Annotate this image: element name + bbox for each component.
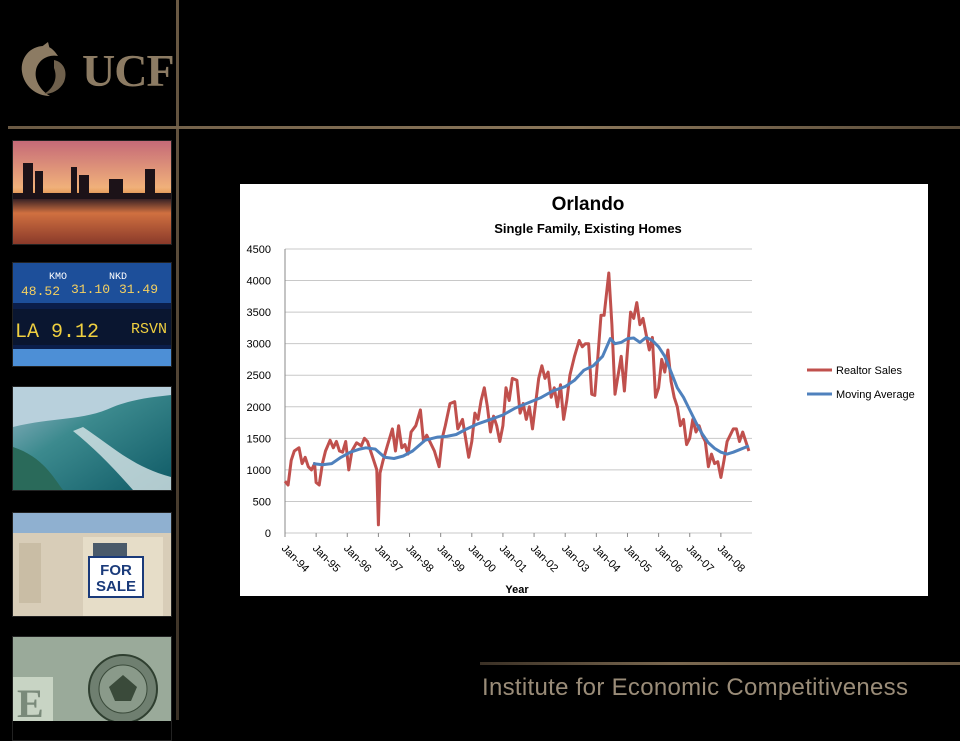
y-tick-label: 500 [253, 496, 271, 508]
x-tick-label: Jan-98 [403, 543, 435, 575]
y-tick-label: 4000 [247, 276, 271, 288]
x-tick-label: Jan-96 [341, 543, 373, 575]
dollar-bill-seal-photo: E [12, 636, 172, 741]
svg-text:NKD: NKD [109, 272, 127, 283]
y-tick-label: 1500 [247, 433, 271, 445]
y-axis-ticks: 0 500 1000 1500 2000 2500 3000 3500 4000 4500 [247, 244, 271, 540]
svg-text:RSVN: RSVN [131, 321, 167, 338]
moving-average-line [312, 335, 750, 467]
pegasus-icon [21, 42, 66, 96]
series-lines [283, 271, 751, 527]
x-tick-label: Jan-00 [466, 543, 498, 575]
x-tick-label: Jan-04 [590, 543, 622, 575]
y-tick-label: 4500 [247, 244, 271, 256]
horizontal-divider [8, 126, 960, 129]
svg-text:SALE: SALE [96, 578, 136, 595]
vertical-divider [176, 0, 179, 720]
x-axis-ticks: Jan-94Jan-95Jan-96Jan-97Jan-98Jan-99Jan-… [279, 533, 747, 575]
for-sale-sign-photo: FOR SALE [12, 512, 172, 617]
y-tick-label: 2000 [247, 402, 271, 414]
chart-subtitle: Single Family, Existing Homes [494, 221, 682, 236]
x-tick-label: Jan-99 [435, 543, 467, 575]
line-chart: Orlando Single Family, Existing Homes Ye… [247, 194, 915, 596]
x-tick-label: Jan-02 [528, 543, 560, 575]
orlando-chart: Orlando Single Family, Existing Homes Ye… [240, 184, 928, 596]
x-tick-label: Jan-97 [372, 543, 404, 575]
logo-text: UCF [82, 45, 175, 96]
svg-text:31.49: 31.49 [119, 282, 158, 297]
x-tick-label: Jan-06 [652, 543, 684, 575]
svg-text:FOR: FOR [100, 562, 132, 579]
svg-text:KMO: KMO [49, 272, 67, 283]
x-tick-label: Jan-08 [715, 543, 747, 575]
stock-ticker-board-photo: 48.52 31.10 31.49 KMO NKD LA 9.12 RSVN [12, 262, 172, 367]
svg-text:48.52: 48.52 [21, 284, 60, 299]
x-tick-label: Jan-94 [279, 543, 311, 575]
realtor-sales-line [283, 271, 751, 527]
chart-title: Orlando [552, 194, 625, 215]
aerial-coastline-photo [12, 386, 172, 491]
svg-text:31.10: 31.10 [71, 282, 110, 297]
x-tick-label: Jan-05 [621, 543, 653, 575]
y-tick-label: 3500 [247, 307, 271, 319]
svg-text:LA 9.12: LA 9.12 [15, 321, 99, 344]
svg-text:E: E [17, 681, 44, 721]
x-axis-label: Year [505, 584, 529, 596]
y-tick-label: 1000 [247, 465, 271, 477]
x-tick-label: Jan-95 [310, 543, 342, 575]
y-tick-label: 0 [265, 528, 271, 540]
legend-label: Realtor Sales [836, 365, 903, 377]
legend-label: Moving Average [836, 389, 915, 401]
x-tick-label: Jan-01 [497, 543, 529, 575]
y-tick-label: 3000 [247, 339, 271, 351]
footer-divider [480, 662, 960, 665]
x-tick-label: Jan-03 [559, 543, 591, 575]
city-skyline-sunset-photo [12, 140, 172, 245]
chart-legend: Realtor Sales Moving Average [807, 365, 915, 401]
x-tick-label: Jan-07 [684, 543, 716, 575]
ucf-logo: UCF [14, 40, 175, 104]
y-tick-label: 2500 [247, 370, 271, 382]
institute-name: Institute for Economic Competitiveness [482, 674, 909, 701]
